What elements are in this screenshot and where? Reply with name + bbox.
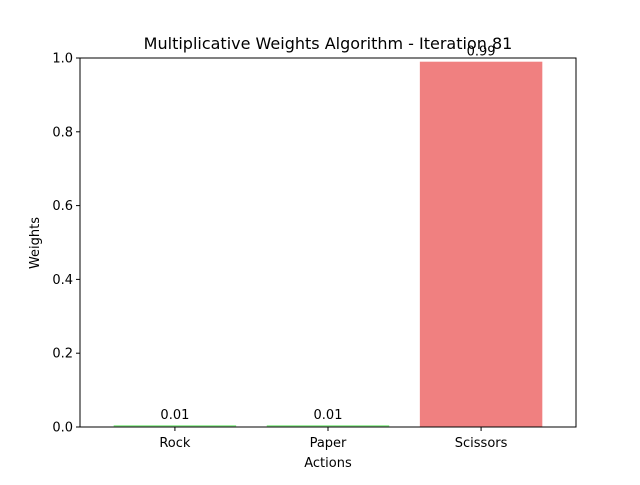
- y-tick-label: 1.0: [52, 52, 73, 67]
- y-tick-label: 0.2: [52, 347, 73, 362]
- x-tick-label-scissors: Scissors: [455, 436, 508, 451]
- y-axis-label: Weights: [28, 217, 43, 269]
- y-tick-label: 0.6: [52, 199, 73, 214]
- y-tick-label: 0.8: [52, 125, 73, 140]
- y-tick-label: 0.0: [52, 421, 73, 436]
- plot-area-frame: [79, 57, 577, 428]
- bar-paper: [266, 425, 390, 427]
- data-label-paper: 0.01: [314, 408, 343, 423]
- bar-rock: [113, 425, 237, 427]
- chart-title: Multiplicative Weights Algorithm - Itera…: [144, 34, 513, 53]
- x-axis-label: Actions: [304, 456, 352, 471]
- y-tick-label: 0.4: [52, 273, 73, 288]
- x-tick-label-rock: Rock: [159, 436, 191, 451]
- x-tick-label-paper: Paper: [310, 436, 347, 451]
- data-label-scissors: 0.99: [467, 45, 496, 60]
- bar-scissors: [419, 61, 543, 427]
- data-label-rock: 0.01: [160, 408, 189, 423]
